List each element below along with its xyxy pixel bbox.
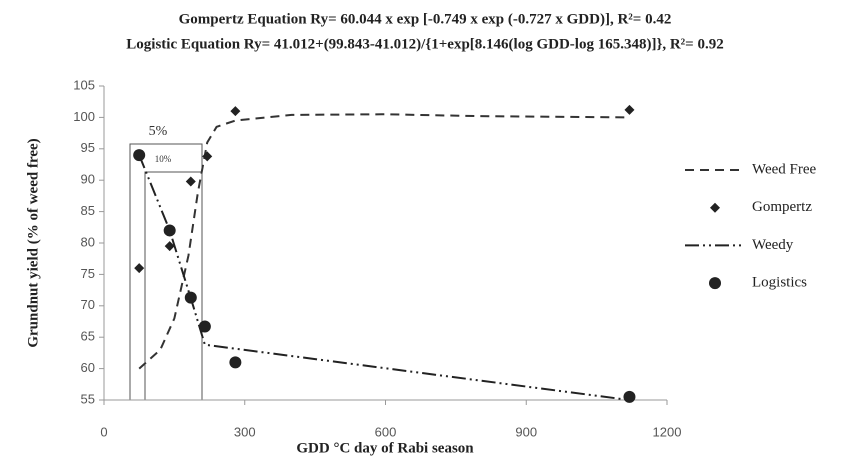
annotation: 5% (149, 124, 168, 139)
y-tick-label: 95 (81, 140, 95, 155)
point (184, 291, 197, 304)
line (138, 154, 630, 401)
annotation: 10% (155, 154, 172, 164)
legend-label: Logistics (752, 275, 807, 291)
point (133, 149, 146, 162)
point (624, 104, 635, 115)
y-tick-label: 90 (81, 172, 95, 187)
y-tick-label: 65 (81, 329, 95, 344)
legend-label: Gompertz (752, 199, 812, 215)
y-tick-label: 80 (81, 234, 95, 249)
point (198, 320, 211, 333)
y-tick-label: 85 (81, 203, 95, 218)
point (229, 356, 242, 369)
x-tick-label: 900 (515, 424, 537, 439)
point (164, 241, 175, 252)
legend-symbol (710, 202, 720, 213)
y-tick-label: 55 (81, 391, 95, 406)
point (185, 176, 196, 187)
y-tick-label: 75 (81, 266, 95, 281)
y-tick-label: 60 (81, 360, 95, 375)
y-tick-label: 100 (73, 109, 95, 124)
y-tick-label: 70 (81, 297, 95, 312)
y-tick-label: 105 (73, 77, 95, 92)
chart-title: Gompertz Equation Ry= 60.044 x exp [-0.7… (179, 11, 672, 27)
bracket (144, 171, 202, 400)
y-axis-title: Grundnut yield (% of weed free) (25, 138, 41, 347)
legend-label: Weed Free (752, 161, 817, 177)
point (134, 263, 145, 274)
x-axis-title: GDD °C day of Rabi season (296, 440, 474, 456)
point (202, 151, 213, 162)
x-tick-label: 300 (234, 424, 256, 439)
point (623, 390, 636, 403)
x-tick-label: 0 (100, 424, 107, 439)
legend-label: Weedy (752, 237, 794, 253)
x-tick-label: 1200 (653, 424, 682, 439)
bracket (129, 143, 203, 400)
x-tick-label: 600 (375, 424, 397, 439)
point (230, 106, 241, 117)
point (163, 224, 176, 237)
legend-symbol (709, 277, 721, 290)
line (138, 113, 630, 370)
chart-title: Logistic Equation Ry= 41.012+(99.843-41.… (126, 36, 723, 52)
threshold-brackets (129, 143, 203, 400)
